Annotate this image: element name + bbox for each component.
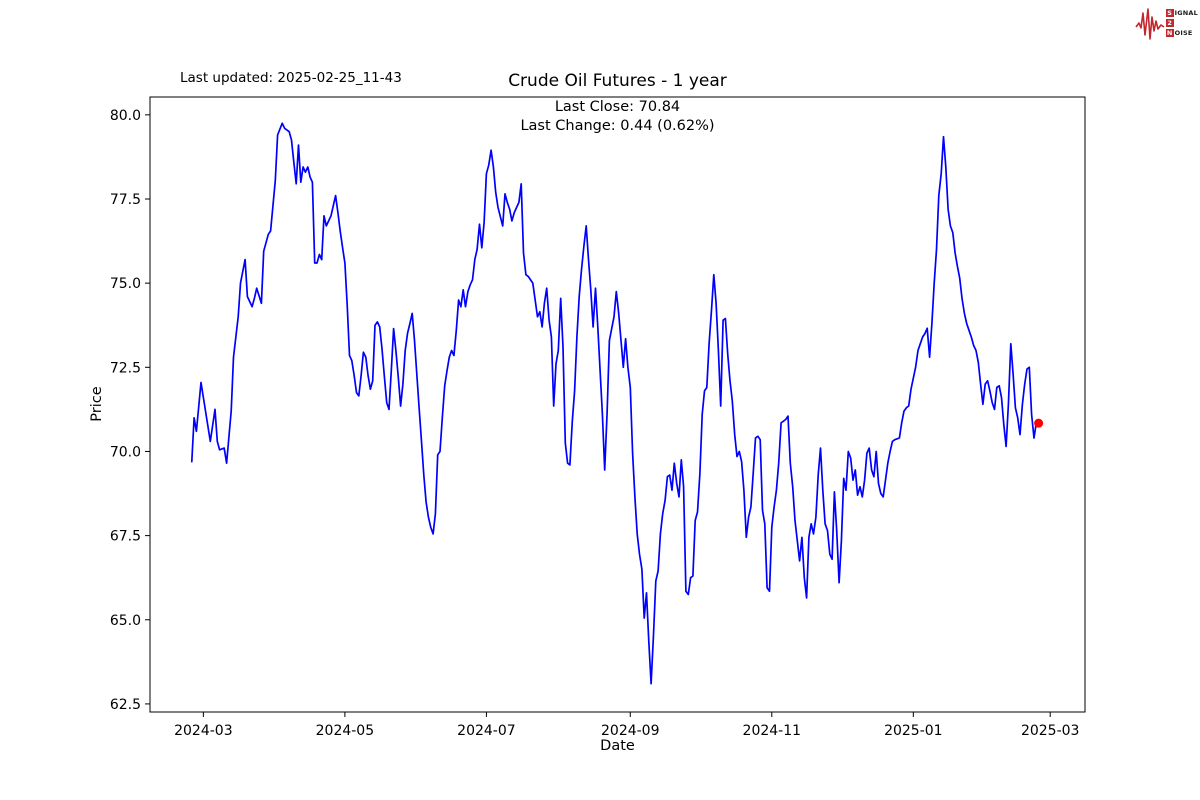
x-axis-label: Date — [600, 738, 635, 754]
x-tick-label: 2025-03 — [1021, 723, 1080, 739]
y-tick-label: 65.0 — [110, 613, 141, 629]
logo-row-signal: S IGNAL — [1165, 8, 1198, 18]
last-close-annotation: Last Close: 70.84 Last Change: 0.44 (0.6… — [150, 98, 1085, 135]
last-close-line: Last Close: 70.84 — [554, 99, 681, 115]
logo-signal-word: IGNAL — [1174, 8, 1198, 17]
logo-s-badge: S — [1165, 8, 1174, 17]
last-change-line: Last Change: 0.44 (0.62%) — [520, 117, 715, 134]
x-tick-label: 2024-07 — [457, 723, 516, 739]
chart-title: Crude Oil Futures - 1 year — [508, 71, 727, 91]
waveform-icon — [1134, 8, 1165, 40]
x-tick-label: 2024-05 — [316, 723, 375, 739]
signal2noise-logo: S IGNAL 2 N OISE — [1134, 4, 1198, 42]
y-tick-label: 75.0 — [110, 276, 141, 292]
y-tick-label: 67.5 — [110, 529, 141, 545]
price-line — [190, 122, 1040, 685]
logo-row-noise: N OISE — [1165, 28, 1198, 38]
last-close-dot — [1034, 418, 1044, 428]
y-tick-label: 72.5 — [110, 360, 141, 376]
x-tick-label: 2025-01 — [884, 723, 943, 739]
x-tick-label: 2024-11 — [743, 723, 802, 739]
logo-2-badge: 2 — [1165, 18, 1174, 27]
y-tick-label: 62.5 — [110, 697, 141, 713]
y-axis-label: Price — [89, 386, 105, 422]
x-tick-label: 2024-09 — [601, 723, 660, 739]
y-tick-label: 70.0 — [110, 444, 141, 460]
logo-n-badge: N — [1165, 28, 1174, 37]
logo-text: S IGNAL 2 N OISE — [1165, 8, 1198, 38]
plot-frame — [149, 96, 1086, 713]
y-tick-label: 80.0 — [110, 108, 141, 124]
x-tick-label: 2024-03 — [174, 723, 233, 739]
logo-noise-word: OISE — [1174, 28, 1193, 37]
last-updated-text: Last updated: 2025-02-25_11-43 — [180, 70, 402, 86]
logo-row-two: 2 — [1165, 18, 1198, 28]
y-tick-label: 77.5 — [110, 192, 141, 208]
